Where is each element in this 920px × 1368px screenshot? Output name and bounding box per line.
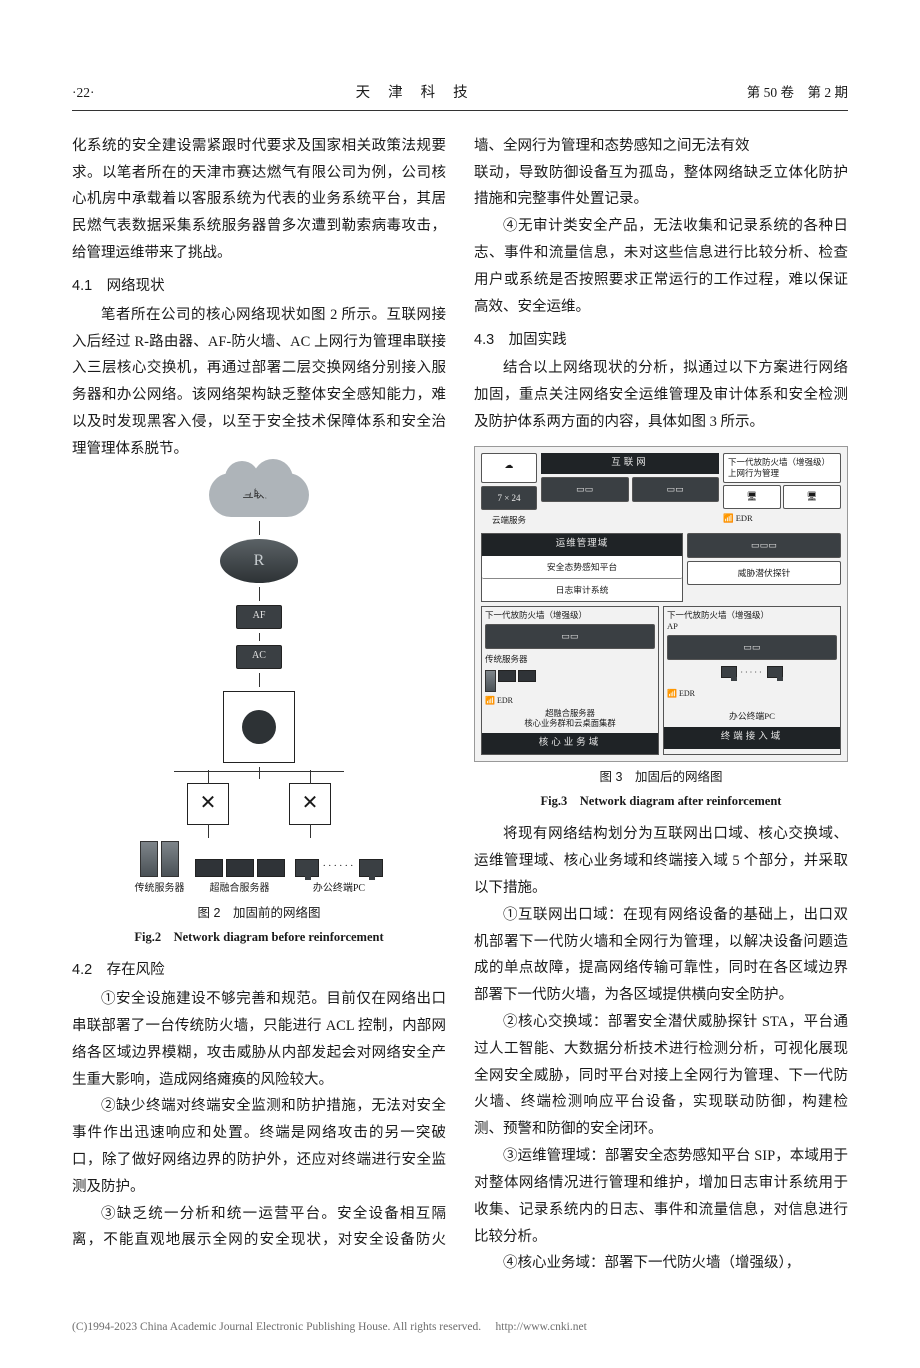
figure-2-caption-en: Fig.2 Network diagram before reinforceme… [72,926,446,949]
heading-4-3: 4.3 加固实践 [474,327,848,354]
figure-2: 互联网 R AF AC ✕ ✕ 传统服务器 超融合服务器 [72,473,446,950]
zone-om: 运维管理域 [482,534,682,556]
page-footer: (C)1994-2023 China Academic Journal Elec… [72,1317,848,1338]
para: ①安全设施建设不够完善和规范。目前仅在网络出口串联部署了一台传统防火墙，只能进行… [72,986,446,1093]
heading-4-1: 4.1 网络现状 [72,273,446,300]
journal-title: 天津科技 [356,80,486,107]
hci-label: 超融合服务器 [210,880,270,899]
para: 将现有网络结构划分为互联网出口域、核心交换域、运维管理域、核心业务域和终端接入域… [474,821,848,901]
switch-icon: ✕ [187,783,229,825]
heading-4-2: 4.2 存在风险 [72,957,446,984]
server-label: 传统服务器 [135,880,185,899]
core-switch-icon [223,691,295,763]
copyright-text: (C)1994-2023 China Academic Journal Elec… [72,1321,481,1333]
para: ②缺少终端对终端安全监测和防护措施，无法对安全事件作出迅速响应和处置。终端是网络… [72,1093,446,1200]
para: ④无审计类安全产品，无法收集和记录系统的各种日志、事件和流量信息，未对这些信息进… [474,213,848,320]
switch-icon: ✕ [289,783,331,825]
footer-url: http://www.cnki.net [496,1321,587,1333]
para: 笔者所在公司的核心网络现状如图 2 所示。互联网接入后经过 R-路由器、AF-防… [72,302,446,463]
volume-issue: 第 50 卷 第 2 期 [747,81,848,106]
figure-3-caption-en: Fig.3 Network diagram after reinforcemen… [474,790,848,813]
para: 结合以上网络现状的分析，拟通过以下方案进行网络加固，重点关注网络安全运维管理及审… [474,355,848,435]
para: ③运维管理域：部署安全态势感知平台 SIP，本域用于对整体网络情况进行管理和维护… [474,1143,848,1250]
para: ②核心交换域：部署安全潜伏威胁探针 STA，平台通过人工智能、大数据分析技术进行… [474,1009,848,1143]
para-continuation: 联动，导致防御设备互为孤岛，整体网络缺乏立体化防护措施和完整事件处置记录。 [474,160,848,214]
zone-internet: 互联网 [541,453,719,475]
para: ④核心业务域：部署下一代防火墙（增强级）， [474,1250,848,1277]
para: ①互联网出口域：在现有网络设备的基础上，出口双机部署下一代防火墙和全网行为管理，… [474,902,848,1009]
router-icon: R [220,539,298,583]
zone-core: 核心业务域 [482,733,658,755]
body-columns: 化系统的安全建设需紧跟时代要求及国家相关政策法规要求。以笔者所在的天津市赛达燃气… [72,133,848,1277]
zone-terminal: 终端接入域 [664,727,840,749]
cloud-icon: 互联网 [209,473,309,517]
running-header: ·22· 天津科技 第 50 卷 第 2 期 [72,80,848,111]
para-continuation: 化系统的安全建设需紧跟时代要求及国家相关政策法规要求。以笔者所在的天津市赛达燃气… [72,133,446,267]
figure-2-caption: 图 2 加固前的网络图 [72,902,446,925]
page-number: ·22· [72,81,95,106]
af-box: AF [236,605,282,629]
figure-3-caption: 图 3 加固后的网络图 [474,766,848,789]
pc-label: 办公终端PC [313,880,365,899]
ac-box: AC [236,645,282,669]
figure-3: ☁ 7 × 24 云端服务 互联网 ▭▭ ▭▭ 下一代放防火墙（增强级） 上网行… [474,446,848,814]
